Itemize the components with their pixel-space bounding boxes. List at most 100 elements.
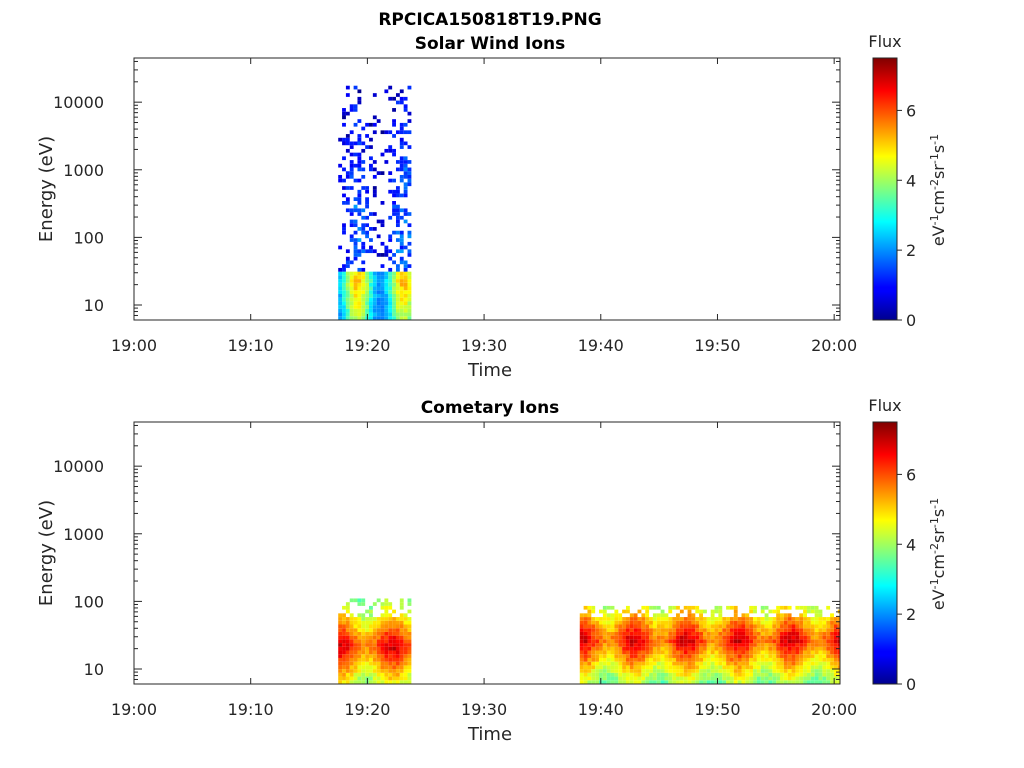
heatmap-cell [372,617,377,621]
heatmap-cell [795,620,800,625]
heatmap-cell [357,275,362,280]
heatmap-cell [668,639,673,644]
heatmap-cell [349,208,354,213]
heatmap-cell [803,665,807,670]
heatmap-cell [814,672,819,677]
heatmap-cell [737,624,742,629]
heatmap-cell [376,234,381,239]
heatmap-cell [353,286,358,291]
heatmap-cell [714,609,719,614]
heatmap-cell [749,672,754,677]
heatmap-cell [353,316,358,320]
heatmap-cell [783,669,788,673]
heatmap-cell [791,643,796,647]
heatmap-cell [606,669,611,673]
heatmap-cell [833,624,838,629]
heatmap-cell [683,657,688,662]
heatmap-cell [625,657,630,662]
heatmap-cell [791,639,796,644]
heatmap-cell [826,676,831,681]
heatmap-cell [756,665,761,670]
heatmap-cell [718,631,723,636]
heatmap-cell [799,676,804,681]
heatmap-cell [664,676,669,681]
heatmap-cell [388,301,393,306]
heatmap-cell [407,282,412,287]
heatmap-cell [599,665,603,670]
heatmap-cell [399,282,404,287]
heatmap-cell [760,665,765,670]
heatmap-cell [392,617,396,621]
heatmap-cell [780,672,784,677]
heatmap-cell [384,669,389,673]
heatmap-cell [733,654,738,658]
heatmap-cell [772,676,777,681]
heatmap-cell [380,308,385,313]
heatmap-cell [795,672,800,677]
heatmap-cell [810,605,815,610]
heatmap-cell [810,624,815,629]
heatmap-cell [403,650,408,655]
heatmap-cell [388,282,393,287]
heatmap-cell [342,290,346,294]
heatmap-cell [357,271,362,276]
heatmap-cell [591,650,596,655]
heatmap-cell [380,279,385,283]
heatmap-cell [599,617,603,621]
heatmap-cell [407,174,412,179]
heatmap-cell [703,624,707,629]
heatmap-cell [795,669,800,673]
heatmap-cell [753,643,757,647]
heatmap-cell [579,665,584,670]
heatmap-cell [338,178,343,183]
heatmap-cell [380,286,385,291]
heatmap-cell [837,624,840,629]
heatmap-cell [395,665,400,670]
heatmap-cell [625,631,630,636]
heatmap-cell [380,613,385,618]
heatmap-cell [407,617,412,621]
heatmap-cell [399,193,404,198]
heatmap-cell [760,657,765,662]
heatmap-cell [772,617,777,621]
figure-title: RPCICA150818T19.PNG [378,10,601,30]
heatmap-cell [342,605,346,610]
heatmap-cell [718,665,723,670]
heatmap-cell [372,665,377,670]
heatmap-cell [388,148,393,153]
heatmap-cell [587,605,592,610]
heatmap-cell [806,672,811,677]
heatmap-cell [399,126,404,131]
heatmap-cell [353,275,358,280]
heatmap-cell [733,639,738,644]
heatmap-cell [625,646,630,651]
heatmap-cell [633,631,638,636]
heatmap-cell [745,669,750,673]
heatmap-cell [818,617,823,621]
heatmap-cell [384,290,389,294]
heatmap-cell [583,643,588,647]
heatmap-cell [610,639,615,644]
heatmap-cell [395,167,400,172]
heatmap-cell [726,672,730,677]
heatmap-cell [637,628,642,632]
heatmap-cell [745,624,750,629]
heatmap-cell [399,665,404,670]
heatmap-cell [664,665,669,670]
heatmap-cell [641,635,646,640]
heatmap-cell [660,613,665,618]
heatmap-cell [369,680,373,684]
heatmap-cell [357,89,362,94]
heatmap-cell [776,676,781,681]
heatmap-cell [395,305,400,309]
heatmap-cell [338,620,343,625]
heatmap-cell [587,613,592,618]
heatmap-cell [365,624,370,629]
heatmap-cell [407,628,412,632]
heatmap-cell [388,613,393,618]
heatmap-cell [357,156,362,161]
heatmap-cell [399,598,404,603]
heatmap-cell [749,617,754,621]
heatmap-cell [633,613,638,618]
